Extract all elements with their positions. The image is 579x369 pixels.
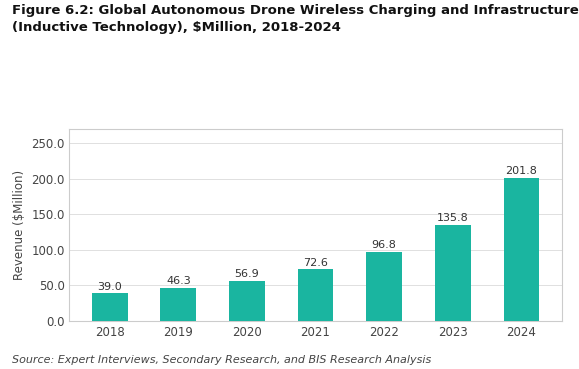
- Bar: [367, 252, 402, 321]
- Text: Figure 6.2: Global Autonomous Drone Wireless Charging and Infrastructure Market
: Figure 6.2: Global Autonomous Drone Wire…: [12, 4, 579, 34]
- Y-axis label: Revenue ($Million): Revenue ($Million): [13, 170, 25, 280]
- Bar: [229, 280, 265, 321]
- Bar: [92, 293, 127, 321]
- Bar: [504, 177, 539, 321]
- Text: Source: Expert Interviews, Secondary Research, and BIS Research Analysis: Source: Expert Interviews, Secondary Res…: [12, 355, 431, 365]
- Text: 96.8: 96.8: [372, 241, 397, 251]
- Text: 56.9: 56.9: [234, 269, 259, 279]
- Text: 39.0: 39.0: [97, 282, 122, 292]
- Text: 201.8: 201.8: [505, 166, 537, 176]
- Bar: [435, 224, 471, 321]
- Bar: [298, 269, 334, 321]
- Text: 72.6: 72.6: [303, 258, 328, 268]
- Text: 135.8: 135.8: [437, 213, 468, 223]
- Text: 46.3: 46.3: [166, 276, 190, 286]
- Bar: [160, 288, 196, 321]
